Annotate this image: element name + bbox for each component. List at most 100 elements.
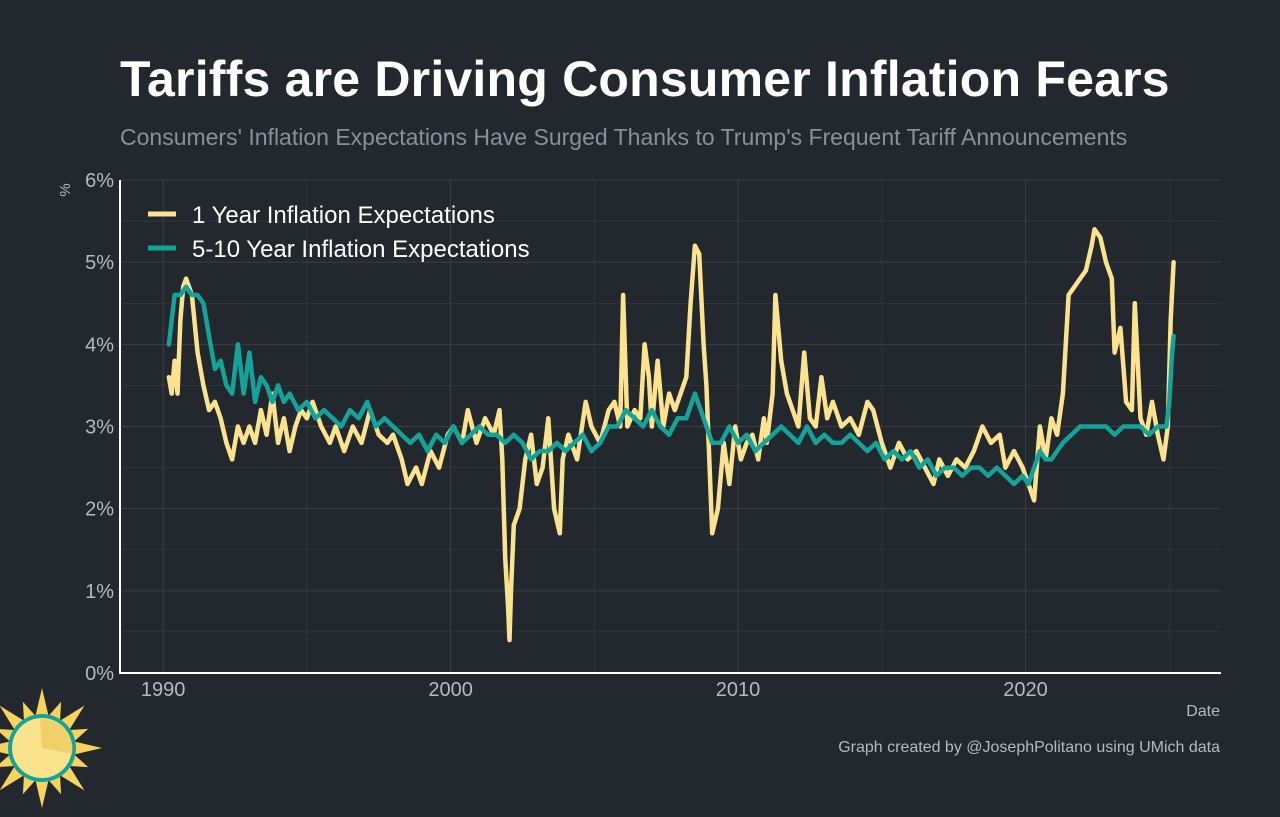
data-point (313, 416, 318, 421)
data-point (437, 465, 442, 470)
data-point (606, 408, 611, 413)
data-point (416, 432, 421, 437)
data-point (508, 588, 513, 593)
data-point (1003, 473, 1008, 478)
data-point (830, 399, 835, 404)
data-point (201, 383, 206, 388)
data-point (773, 293, 778, 298)
data-point (684, 416, 689, 421)
data-point (333, 424, 338, 429)
data-point (264, 432, 269, 437)
data-point (641, 424, 646, 429)
data-point (1104, 260, 1109, 265)
data-point (779, 424, 784, 429)
data-point (580, 432, 585, 437)
data-point (166, 375, 171, 380)
data-point (207, 334, 212, 339)
data-point (1121, 424, 1126, 429)
data-point (347, 408, 352, 413)
data-point (787, 432, 792, 437)
data-point (1060, 440, 1065, 445)
data-point (704, 383, 709, 388)
data-point (779, 358, 784, 363)
data-point (241, 391, 246, 396)
data-point (235, 342, 240, 347)
data-point (986, 473, 991, 478)
data-point (606, 424, 611, 429)
data-point (770, 391, 775, 396)
data-point (770, 432, 775, 437)
axes: 0% 1% 2% 3% 4% 5% 6% 1990 2000 2010 2020% (57, 170, 1221, 701)
data-point (507, 638, 512, 643)
data-point (1124, 399, 1129, 404)
data-point (1086, 424, 1091, 429)
data-point (710, 531, 715, 536)
data-point (376, 432, 381, 437)
data-point (649, 408, 654, 413)
data-point (718, 440, 723, 445)
data-point (796, 424, 801, 429)
data-point (790, 408, 795, 413)
data-point (477, 424, 482, 429)
data-point (350, 424, 355, 429)
data-point (1164, 424, 1169, 429)
data-point (632, 408, 637, 413)
data-point (968, 465, 973, 470)
data-point (494, 432, 499, 437)
data-point (554, 440, 559, 445)
data-point (1129, 424, 1134, 429)
data-point (1020, 473, 1025, 478)
data-point (566, 432, 571, 437)
data-point (994, 465, 999, 470)
data-point (646, 375, 651, 380)
data-point (1112, 432, 1117, 437)
x-tick-label: 2020 (1003, 679, 1048, 701)
data-point (1055, 432, 1060, 437)
data-point (822, 432, 827, 437)
data-point (738, 457, 743, 462)
data-point (1020, 465, 1025, 470)
data-point (503, 555, 508, 560)
y-tick-label: 6% (85, 170, 114, 192)
data-point (258, 408, 263, 413)
data-point (1150, 399, 1155, 404)
data-point (761, 440, 766, 445)
data-point (583, 399, 588, 404)
data-point (359, 440, 364, 445)
data-point (339, 424, 344, 429)
data-point (1155, 432, 1160, 437)
data-point (546, 449, 551, 454)
data-point (989, 440, 994, 445)
data-point (201, 301, 206, 306)
data-point (178, 317, 183, 322)
data-point (856, 440, 861, 445)
data-point (540, 465, 545, 470)
data-point (534, 482, 539, 487)
y-tick-label: 1% (85, 581, 114, 603)
credit-text: Graph created by @JosephPolitano using U… (838, 739, 1220, 756)
data-point (322, 408, 327, 413)
data-point (460, 440, 465, 445)
data-point (945, 473, 950, 478)
data-point (1060, 391, 1065, 396)
data-point (865, 449, 870, 454)
data-point (727, 424, 732, 429)
data-point (276, 440, 281, 445)
data-point (195, 293, 200, 298)
data-point (736, 440, 741, 445)
data-point (212, 399, 217, 404)
data-point (1083, 268, 1088, 273)
data-point (287, 449, 292, 454)
data-point (642, 342, 647, 347)
data-point (166, 342, 171, 347)
data-point (241, 440, 246, 445)
data-point (1147, 432, 1152, 437)
data-point (497, 408, 502, 413)
data-point (1012, 449, 1017, 454)
data-point (1161, 457, 1166, 462)
data-point (575, 457, 580, 462)
data-point (882, 457, 887, 462)
data-point (304, 416, 309, 421)
data-point (230, 457, 235, 462)
data-point (296, 408, 301, 413)
